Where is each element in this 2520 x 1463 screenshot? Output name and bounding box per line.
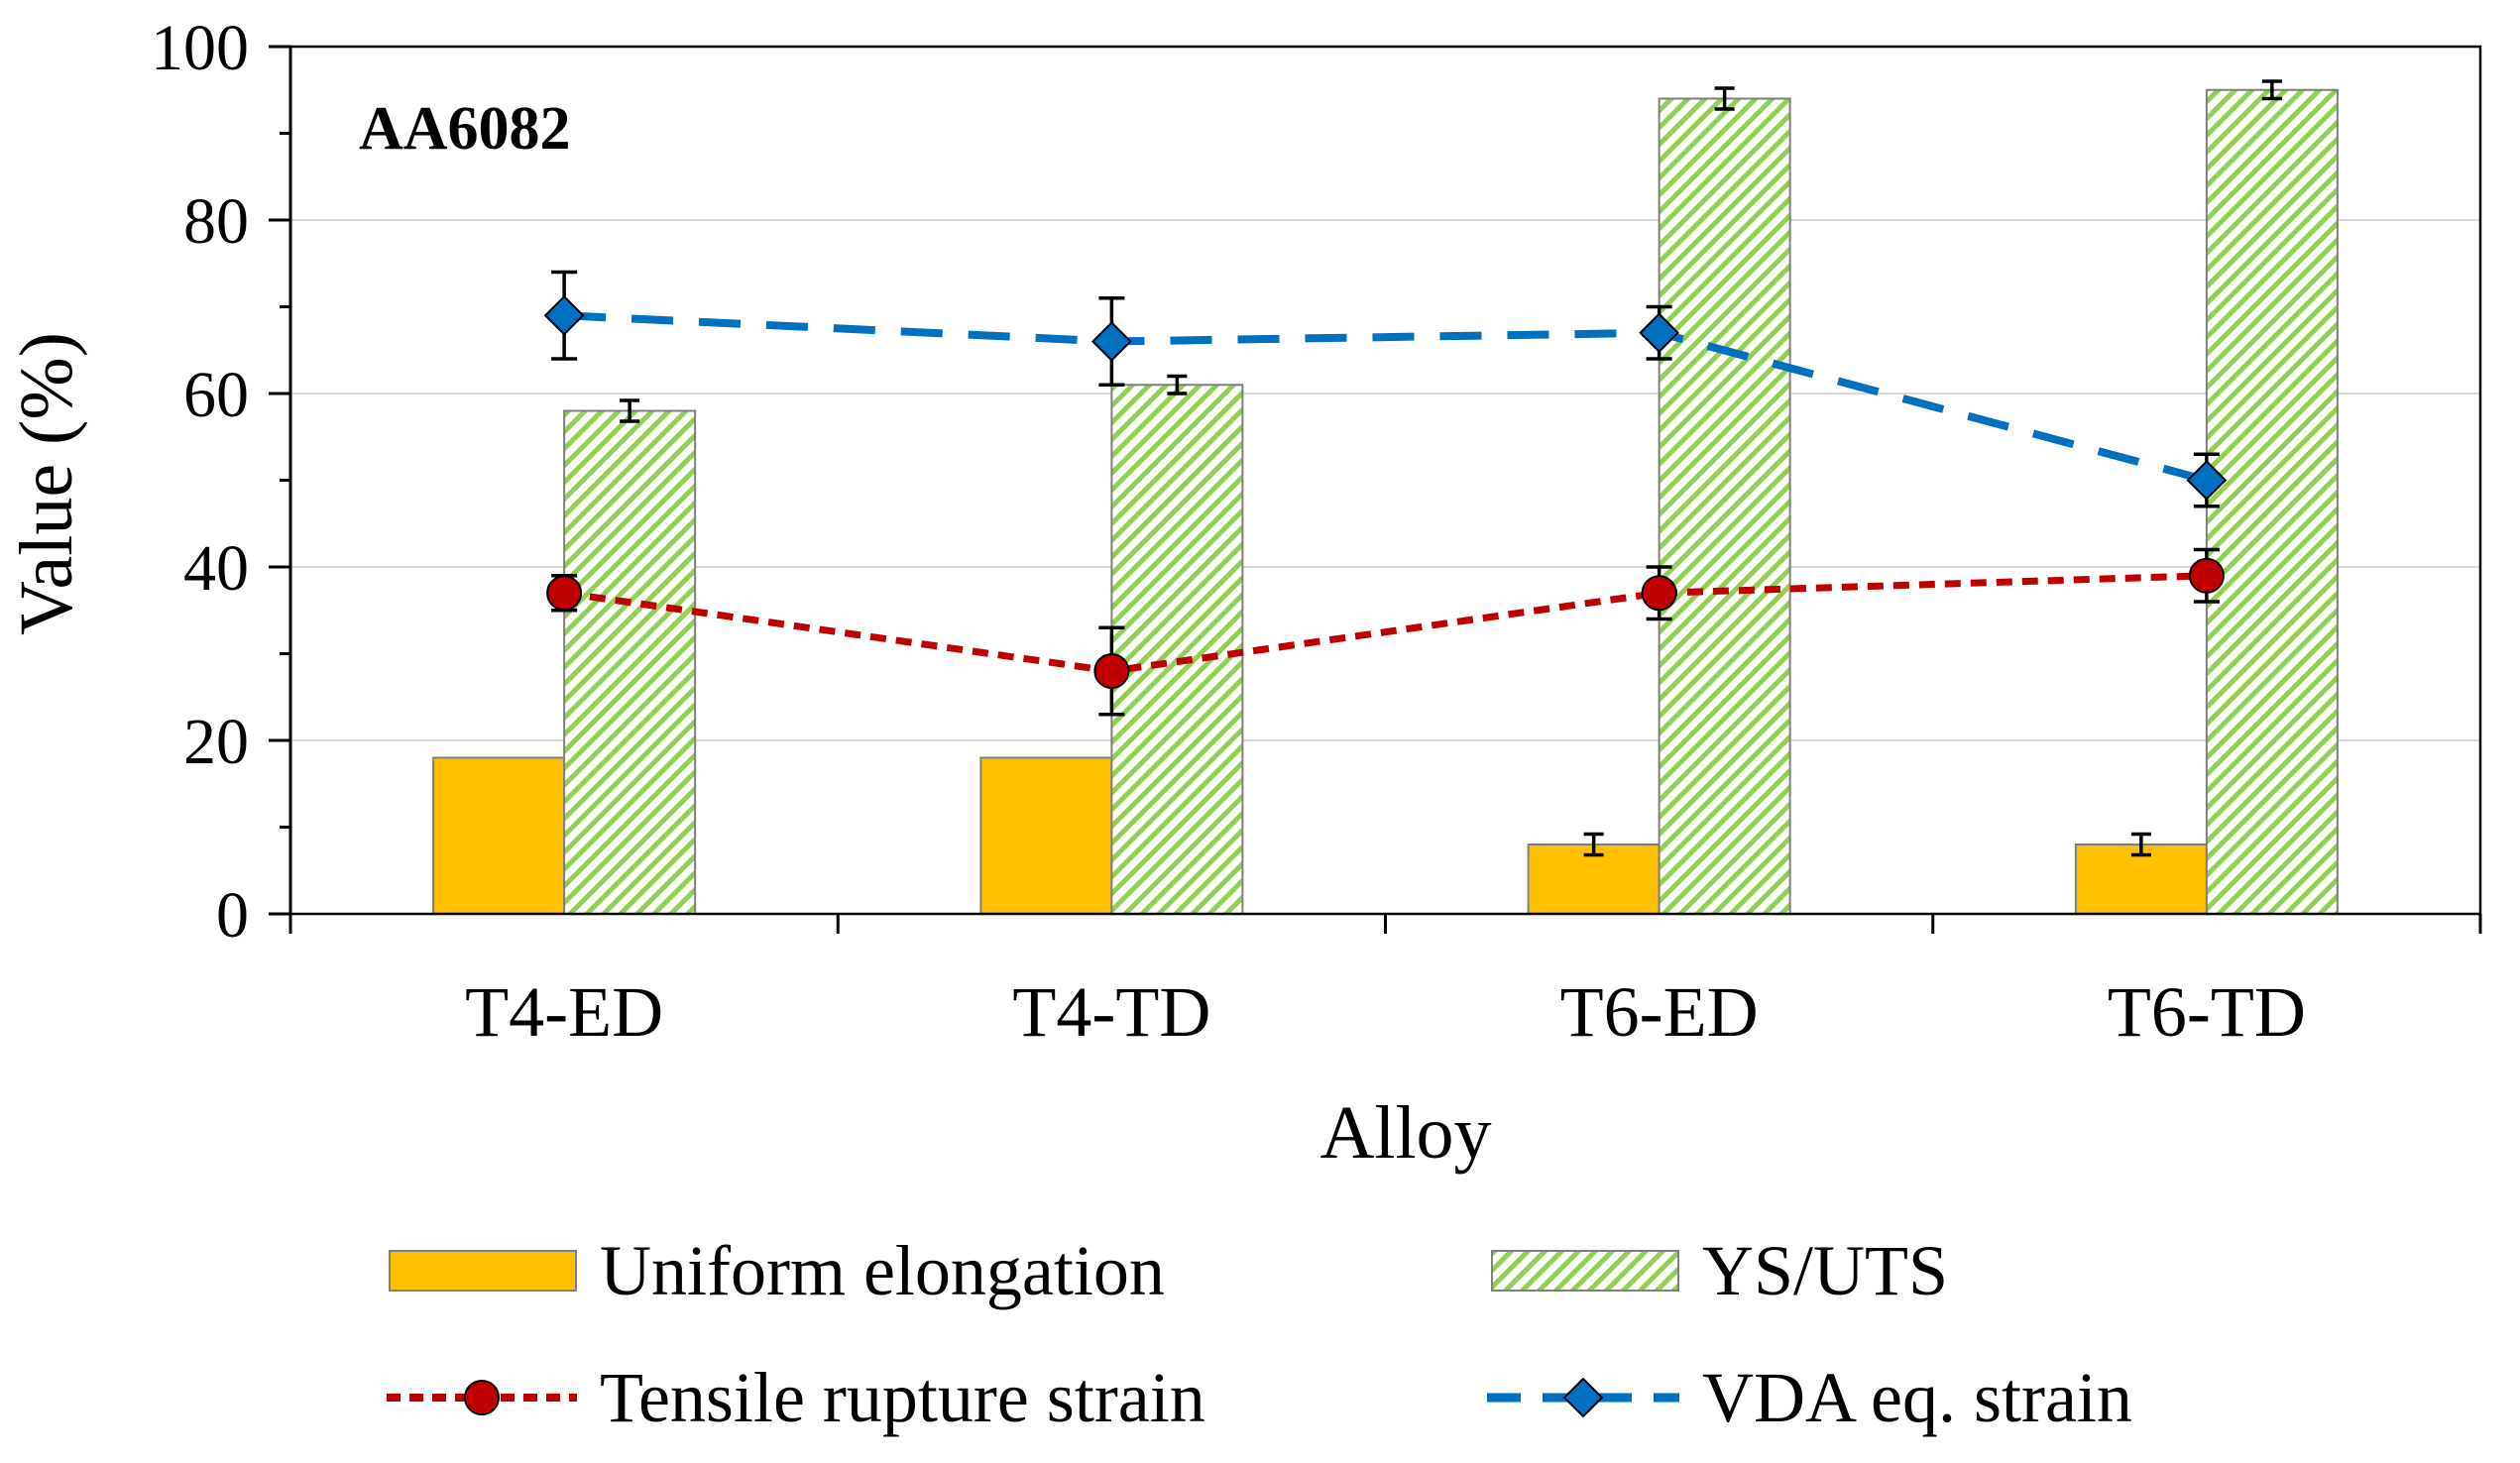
legend-label-vda-eq-strain: VDA eq. strain (1702, 1358, 2132, 1437)
y-tick-label-80: 80 (183, 185, 249, 258)
point-vda-eq-strain-t4-td (1090, 321, 1132, 362)
point-vda-eq-strain-t6-td (2186, 460, 2228, 501)
point-tensile-rupture-strain-t6-td (2188, 557, 2225, 594)
error-bars (551, 79, 2282, 857)
axes: 0 20 40 60 80 100 T4-ED T4-TD T6-ED T6-TD (151, 12, 2482, 1052)
legend-label-tensile-rupture-strain: Tensile rupture strain (600, 1358, 1205, 1437)
y-tick-label-40: 40 (183, 532, 249, 605)
lines (563, 311, 2208, 675)
point-vda-eq-strain-t6-ed (1639, 312, 1680, 354)
markers (543, 294, 2228, 689)
y-tick-label-100: 100 (151, 12, 249, 84)
legend: Uniform elongation YS/UTS Tensile ruptur… (387, 1231, 2132, 1437)
bar-ys-uts-t6-ed (1658, 97, 1791, 915)
x-tick-label-t4-ed: T4-ED (465, 972, 663, 1052)
y-tick-label-20: 20 (183, 706, 249, 778)
point-tensile-rupture-strain-t4-ed (546, 575, 583, 612)
bar-uniform-elongation-t4-td (979, 756, 1113, 915)
point-vda-eq-strain-t4-ed (543, 294, 585, 336)
bar-ys-uts-t4-ed (563, 409, 697, 915)
x-tick-label-t6-td: T6-TD (2108, 972, 2306, 1052)
x-tick-label-t4-td: T4-TD (1012, 972, 1210, 1052)
y-axis-label: Value (%) (5, 332, 88, 635)
y-tick-label-0: 0 (216, 879, 249, 952)
legend-swatch-uniform-elongation (389, 1250, 577, 1292)
bar-ys-uts-t4-td (1110, 384, 1244, 915)
line-tensile-rupture-strain (563, 572, 2207, 675)
legend-marker-vda-eq-strain (1562, 1377, 1604, 1418)
point-tensile-rupture-strain-t6-ed (1641, 575, 1677, 612)
legend-marker-tensile-rupture-strain (464, 1380, 500, 1415)
point-tensile-rupture-strain-t4-td (1093, 653, 1130, 689)
y-tick-label-60: 60 (183, 359, 249, 431)
bar-uniform-elongation-t4-ed (432, 756, 566, 915)
legend-label-ys-uts: YS/UTS (1702, 1231, 1948, 1310)
x-tick-label-t6-ed: T6-ED (1560, 972, 1759, 1052)
legend-swatch-ys-uts (1491, 1250, 1679, 1292)
chart-title: AA6082 (359, 95, 571, 163)
bar-ys-uts-t6-td (2205, 88, 2339, 915)
line-vda-eq-strain (563, 311, 2208, 485)
legend-label-uniform-elongation: Uniform elongation (600, 1231, 1165, 1310)
x-axis-label: Alloy (1319, 1091, 1491, 1175)
bars (432, 88, 2339, 915)
